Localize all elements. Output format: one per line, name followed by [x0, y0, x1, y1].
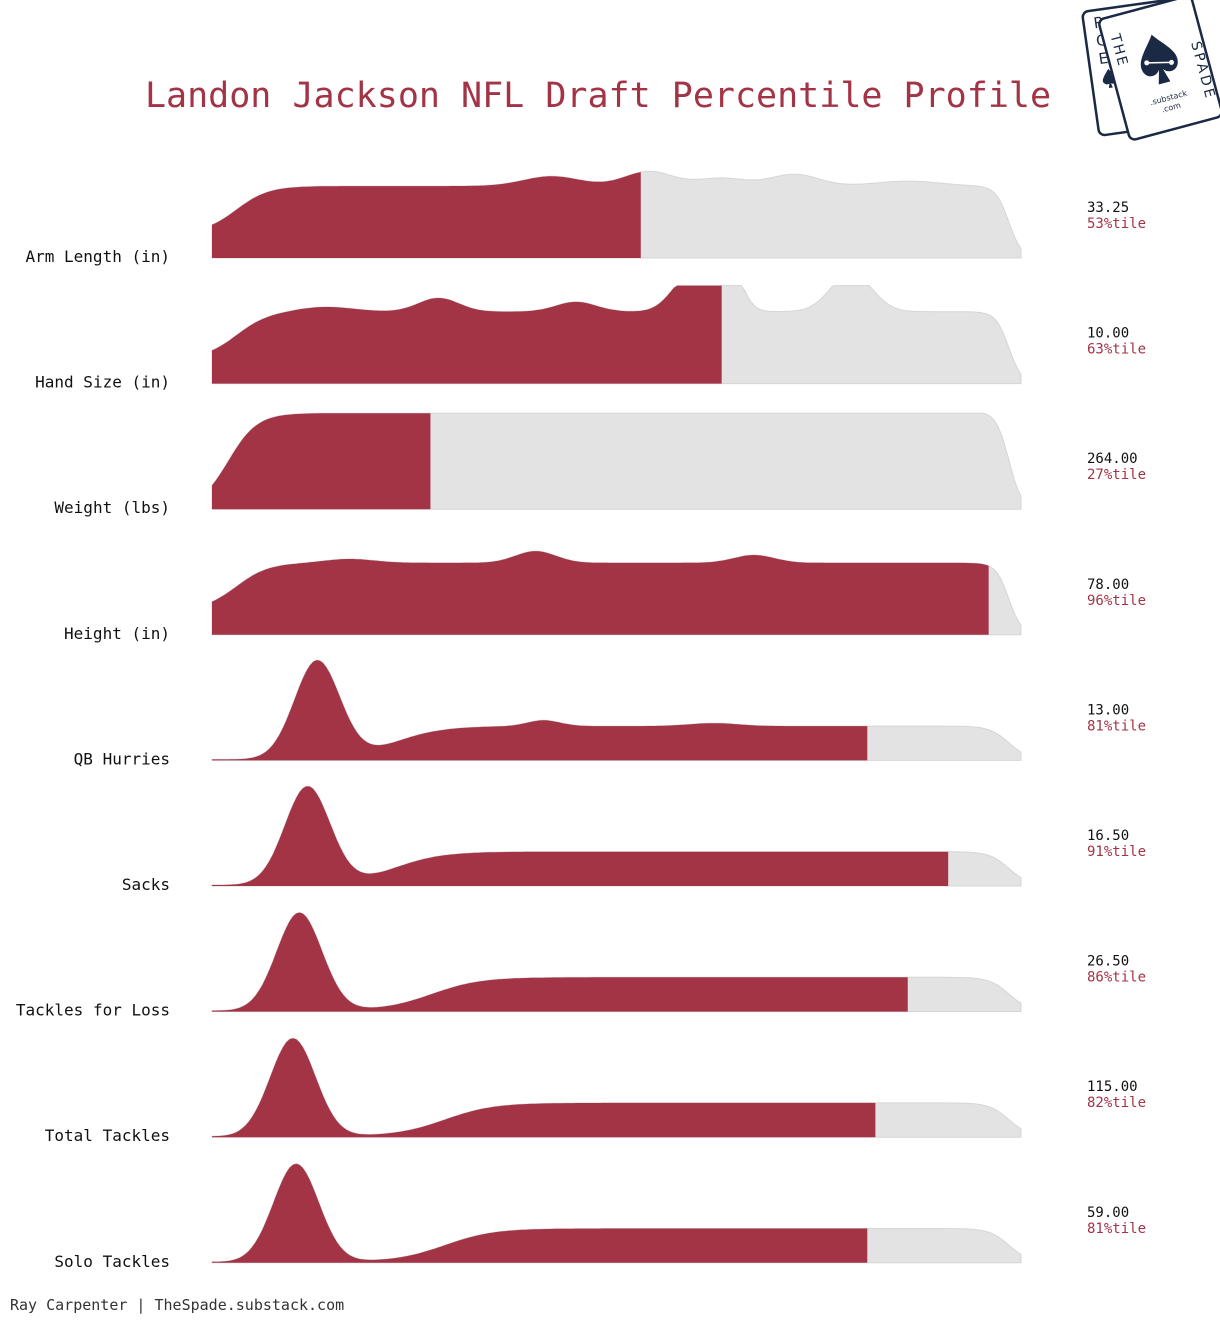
density-percentile-fill-8	[212, 1163, 868, 1263]
front-card: THE SPADE .substack .com	[1098, 0, 1220, 141]
row-label: QB Hurries	[74, 749, 170, 768]
row-percentile: 53%tile	[1087, 216, 1146, 232]
row-percentile: 86%tile	[1087, 970, 1146, 986]
density-percentile-fill-3	[212, 551, 989, 635]
small-spade-icon	[1102, 68, 1117, 89]
row-value: 33.25	[1087, 200, 1129, 216]
row-label: Solo Tackles	[54, 1252, 170, 1271]
row-percentile: 63%tile	[1087, 342, 1146, 358]
row-label: Height (in)	[64, 624, 170, 643]
row-value: 59.00	[1087, 1205, 1129, 1221]
the-spade-logo: R C E THE SPADE .substack .com	[1081, 0, 1220, 141]
row-label: Weight (lbs)	[54, 498, 170, 517]
density-percentile-fill-2	[212, 413, 431, 510]
row-value: 13.00	[1087, 702, 1129, 718]
spade-icon-dot-left	[1144, 60, 1150, 66]
density-percentile-fill-7	[212, 1038, 876, 1138]
row-percentile: 91%tile	[1087, 844, 1146, 860]
row-percentile: 82%tile	[1087, 1095, 1146, 1111]
credit-line: Ray Carpenter | TheSpade.substack.com	[10, 1296, 344, 1314]
density-percentile-fill-1	[212, 285, 722, 384]
row-percentile: 81%tile	[1087, 718, 1146, 734]
row-label: Tackles for Loss	[16, 1001, 170, 1020]
row-value: 10.00	[1087, 326, 1129, 342]
row-label: Total Tackles	[45, 1126, 170, 1145]
density-percentile-fill-4	[212, 660, 868, 761]
row-percentile: 81%tile	[1087, 1221, 1146, 1237]
spade-icon-dot-right	[1168, 59, 1174, 65]
spade-icon-line	[1146, 61, 1172, 64]
row-label: Sacks	[122, 875, 170, 894]
row-percentile: 96%tile	[1087, 593, 1146, 609]
row-value: 115.00	[1087, 1079, 1138, 1095]
chart-title: Landon Jackson NFL Draft Percentile Prof…	[145, 76, 1051, 116]
density-percentile-fill-6	[212, 912, 908, 1012]
row-value: 264.00	[1087, 451, 1138, 467]
row-value: 78.00	[1087, 577, 1129, 593]
density-percentile-fill-0	[212, 172, 641, 258]
row-value: 16.50	[1087, 828, 1129, 844]
back-card-letter-e: E	[1097, 49, 1109, 68]
density-percentile-fill-5	[212, 786, 949, 886]
spade-icon	[1140, 34, 1178, 85]
row-label: Hand Size (in)	[35, 373, 170, 392]
row-value: 26.50	[1087, 954, 1129, 970]
row-percentile: 27%tile	[1087, 467, 1146, 483]
row-label: Arm Length (in)	[26, 247, 171, 266]
